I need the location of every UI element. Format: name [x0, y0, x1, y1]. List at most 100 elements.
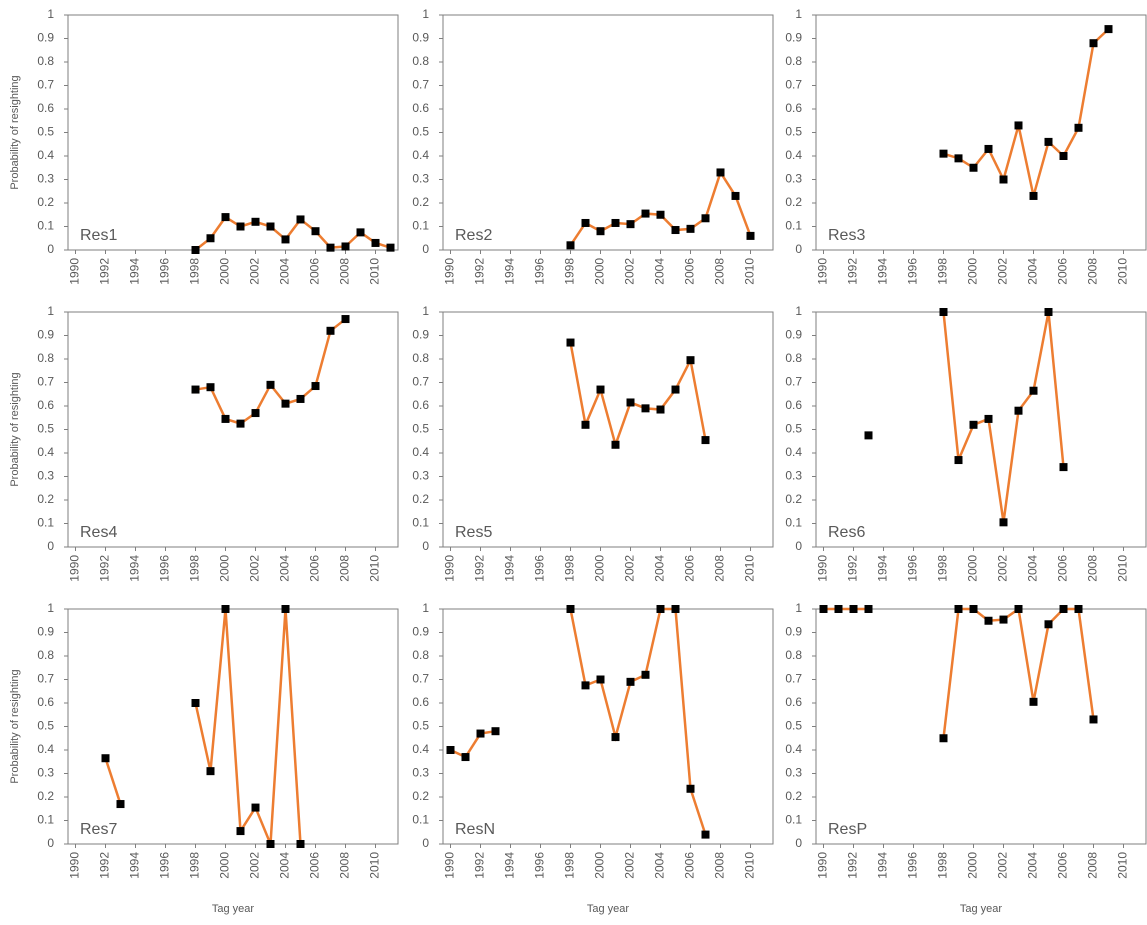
- data-point: [566, 338, 575, 347]
- x-tick-label: 2000: [593, 555, 607, 582]
- data-point: [626, 220, 635, 229]
- data-point: [281, 605, 290, 613]
- x-tick-label: 2004: [653, 852, 667, 879]
- x-tick-label: 2010: [1116, 852, 1130, 879]
- annotation: Res6: [828, 524, 865, 541]
- data-point: [716, 168, 725, 177]
- y-tick-label: 0.2: [37, 195, 54, 209]
- data-point: [641, 209, 650, 218]
- data-point: [656, 605, 665, 613]
- y-tick-label: 0.1: [37, 813, 54, 827]
- x-tick-label: 2008: [713, 555, 727, 582]
- x-tick-label: 2004: [653, 258, 667, 285]
- data-point: [671, 385, 680, 394]
- y-tick-label: 1: [795, 601, 802, 615]
- x-tick-label: 2008: [1086, 852, 1100, 879]
- y-tick-label: 0: [795, 242, 802, 256]
- x-tick-label: 2006: [683, 258, 697, 285]
- data-point: [371, 238, 380, 247]
- y-tick-label: 0.2: [785, 195, 802, 209]
- x-tick-label: 1994: [503, 258, 517, 285]
- data-point: [984, 144, 993, 153]
- plot-frame: [442, 14, 774, 251]
- y-axis-label: Probability of resighting: [9, 669, 21, 783]
- y-tick-label: 0.6: [37, 398, 54, 412]
- data-point: [939, 734, 948, 743]
- x-tick-label: 2008: [1086, 555, 1100, 582]
- x-tick-label: 2010: [743, 258, 757, 285]
- data-point: [206, 383, 215, 392]
- x-tick-label: 2010: [743, 555, 757, 582]
- data-point: [1059, 605, 1068, 613]
- x-tick-label: 1998: [188, 555, 202, 582]
- annotation: Res1: [80, 227, 117, 244]
- x-tick-label: 1996: [906, 258, 920, 285]
- y-tick-label: 0.8: [785, 351, 802, 365]
- y-tick-label: 0.9: [412, 625, 429, 639]
- data-point: [1029, 386, 1038, 395]
- y-tick-label: 0.6: [37, 101, 54, 115]
- data-point: [491, 727, 500, 736]
- data-point: [834, 605, 843, 613]
- data-point: [1059, 152, 1068, 160]
- x-tick-label: 2006: [1056, 852, 1070, 879]
- data-point: [356, 228, 365, 237]
- data-point: [311, 382, 320, 391]
- x-tick-label: 1996: [533, 258, 547, 285]
- data-point: [864, 431, 873, 440]
- x-tick-label: 2006: [308, 852, 322, 879]
- x-tick-label: 2004: [278, 258, 292, 285]
- data-point: [461, 753, 470, 762]
- x-tick-label: 1996: [533, 852, 547, 879]
- data-point: [1044, 308, 1053, 316]
- x-tick-label: 2008: [338, 555, 352, 582]
- y-tick-label: 0.1: [412, 813, 429, 827]
- data-point: [969, 420, 978, 429]
- data-point: [221, 605, 230, 613]
- x-tick-label: 1992: [846, 852, 860, 879]
- y-tick-label: 0.1: [37, 219, 54, 233]
- x-tick-label: 1998: [563, 258, 577, 285]
- data-point: [1014, 605, 1023, 613]
- data-line: [942, 311, 1065, 523]
- y-tick-label: 0.9: [785, 328, 802, 342]
- data-point: [954, 456, 963, 465]
- x-tick-label: 2000: [966, 555, 980, 582]
- data-point: [386, 243, 395, 252]
- plot-frame: [815, 311, 1147, 548]
- y-tick-label: 0.7: [37, 672, 54, 686]
- x-tick-label: 1992: [98, 258, 112, 285]
- data-point: [686, 224, 695, 233]
- y-tick-label: 1: [422, 304, 429, 318]
- y-tick-label: 0.5: [412, 125, 429, 139]
- data-point: [1029, 697, 1038, 706]
- y-tick-label: 0.5: [37, 422, 54, 436]
- x-tick-label: 2002: [996, 555, 1010, 582]
- y-tick-label: 0.6: [785, 101, 802, 115]
- x-tick-label: 1990: [443, 852, 457, 879]
- x-tick-label: 1990: [816, 852, 830, 879]
- y-tick-label: 0.5: [412, 719, 429, 733]
- x-tick-label: 2004: [1026, 852, 1040, 879]
- y-tick-label: 0.7: [412, 78, 429, 92]
- y-tick-label: 1: [422, 601, 429, 615]
- data-line: [194, 608, 302, 845]
- y-tick-label: 0.9: [37, 625, 54, 639]
- data-point: [1089, 39, 1098, 48]
- x-tick-label: 1990: [816, 258, 830, 285]
- y-tick-label: 0.8: [37, 54, 54, 68]
- y-tick-label: 0.5: [412, 422, 429, 436]
- x-tick-label: 2000: [218, 852, 232, 879]
- x-tick-label: 1992: [98, 852, 112, 879]
- data-point: [191, 246, 200, 254]
- y-tick-label: 0.6: [412, 695, 429, 709]
- data-point: [266, 380, 275, 389]
- data-point: [191, 385, 200, 394]
- y-tick-label: 0.6: [412, 398, 429, 412]
- x-tick-label: 2002: [248, 852, 262, 879]
- y-tick-label: 0.8: [785, 648, 802, 662]
- data-point: [701, 436, 710, 445]
- y-tick-label: 0.8: [412, 648, 429, 662]
